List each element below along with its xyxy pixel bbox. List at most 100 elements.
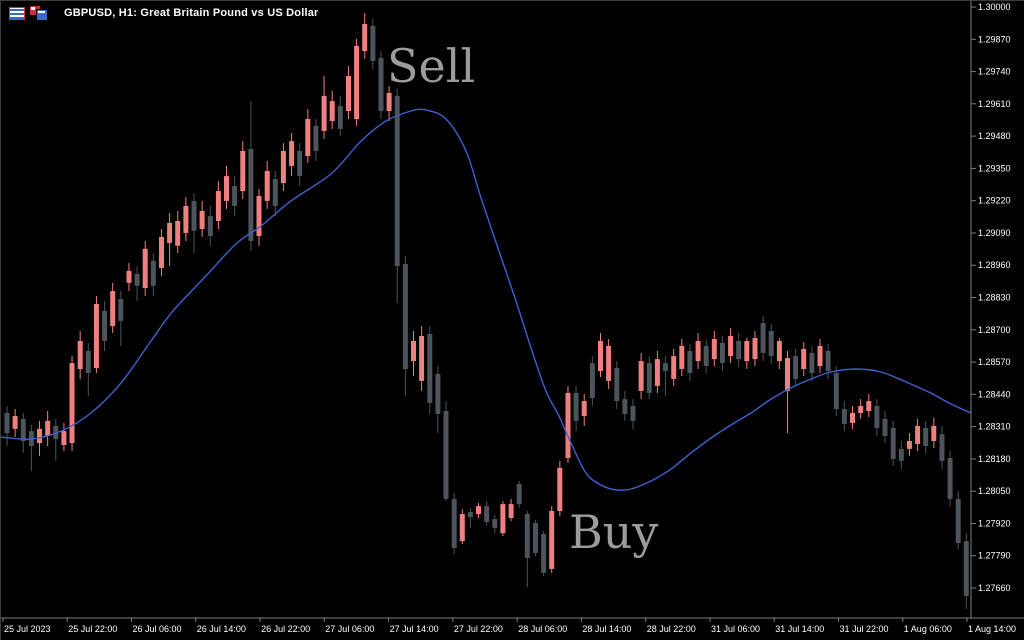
time-axis-label: 28 Jul 06:00: [518, 624, 567, 634]
candle: [394, 88, 400, 303]
time-axis-label: 27 Jul 14:00: [390, 624, 439, 634]
candle: [297, 143, 303, 186]
candle: [215, 181, 221, 229]
price-axis-label: 1.28050: [978, 486, 1011, 496]
price-axis-label: 1.29480: [978, 131, 1011, 141]
price-axis-label: 1.28700: [978, 325, 1011, 335]
candle: [533, 520, 538, 556]
price-axis-label: 1.27920: [978, 519, 1011, 529]
candle: [126, 263, 132, 292]
candle: [565, 385, 571, 463]
price-axis-label: 1.29610: [978, 99, 1011, 109]
candle: [61, 422, 67, 451]
candle: [801, 342, 807, 376]
candle: [833, 366, 839, 416]
candle: [207, 205, 213, 246]
candle: [459, 509, 465, 545]
price-axis-label: 1.29090: [978, 228, 1011, 238]
candle: [484, 501, 490, 526]
candle: [224, 165, 229, 209]
candle: [890, 420, 896, 466]
candle: [20, 413, 26, 453]
candle: [305, 109, 311, 163]
candle: [419, 326, 425, 391]
candle: [53, 418, 59, 461]
candle: [679, 339, 685, 376]
candle: [175, 210, 181, 254]
time-axis-label: 31 Jul 22:00: [840, 624, 889, 634]
candle: [841, 401, 847, 432]
candle: [329, 90, 335, 129]
candle: [939, 425, 945, 469]
price-axis-label: 1.29350: [978, 163, 1011, 173]
time-axis[interactable]: 25 Jul 2023 25 Jul 22:00 26 Jul 06:00 26 Ju…: [2, 618, 1016, 634]
candle: [28, 424, 34, 472]
buy-annotation: Buy: [569, 505, 659, 559]
candle: [321, 76, 327, 140]
candle: [280, 143, 286, 191]
candle: [947, 451, 953, 507]
candle: [654, 350, 660, 393]
candle: [858, 399, 864, 419]
price-axis-label: 1.30000: [978, 2, 1011, 12]
candle: [142, 240, 148, 296]
time-axis-label: 27 Jul 22:00: [454, 624, 503, 634]
candle: [346, 66, 351, 119]
candle: [12, 409, 18, 438]
candle: [817, 339, 823, 373]
price-axis[interactable]: 1.30000 1.29870 1.29740 1.29610 1.29480 1.293…: [971, 2, 1011, 593]
price-axis-label: 1.28440: [978, 389, 1011, 399]
candle: [768, 324, 774, 365]
candle: [183, 196, 189, 241]
candle: [516, 481, 522, 509]
time-axis-label: 25 Jul 2023: [4, 624, 51, 634]
candle: [785, 350, 790, 434]
candle: [663, 356, 668, 397]
candle: [256, 189, 262, 246]
candle: [386, 86, 392, 121]
time-axis-label: 28 Jul 22:00: [647, 624, 696, 634]
candle: [85, 342, 91, 397]
time-axis-label: 1 Aug 14:00: [968, 624, 1016, 634]
candle: [378, 50, 384, 119]
candle: [402, 256, 408, 397]
candle: [264, 160, 270, 209]
candle: [719, 336, 725, 371]
candle: [337, 95, 343, 136]
price-axis-label: 1.27790: [978, 551, 1011, 561]
candle: [906, 433, 912, 456]
candle: [671, 348, 677, 386]
candle: [167, 213, 173, 266]
candle: [776, 338, 782, 369]
chart-title: GBPUSD, H1: Great Britain Pound vs US Do…: [64, 7, 319, 19]
candle: [793, 348, 799, 386]
candle: [541, 531, 547, 576]
candle: [476, 503, 481, 518]
time-axis-label: 25 Jul 22:00: [68, 624, 117, 634]
chart-windows-icon: [30, 6, 47, 20]
time-axis-label: 28 Jul 14:00: [582, 624, 631, 634]
candle: [955, 490, 961, 549]
candle: [695, 333, 701, 369]
candle: [646, 356, 652, 400]
time-axis-label: 26 Jul 06:00: [133, 624, 182, 634]
time-axis-label: 31 Jul 06:00: [711, 624, 760, 634]
candle: [915, 418, 921, 451]
sell-annotation: Sell: [387, 39, 476, 93]
candle: [874, 399, 880, 437]
candle: [581, 393, 587, 426]
price-axis-label: 1.27660: [978, 583, 1011, 593]
price-axis-label: 1.28830: [978, 293, 1011, 303]
candle: [451, 492, 457, 554]
candle: [232, 176, 238, 217]
candle: [362, 13, 368, 59]
candle: [963, 533, 969, 609]
candle: [703, 339, 709, 374]
time-axis-label: 1 Aug 06:00: [904, 624, 952, 634]
candle: [760, 315, 766, 362]
candle: [500, 501, 506, 537]
candle: [508, 498, 514, 521]
candle: [923, 420, 929, 453]
candle: [614, 361, 620, 409]
